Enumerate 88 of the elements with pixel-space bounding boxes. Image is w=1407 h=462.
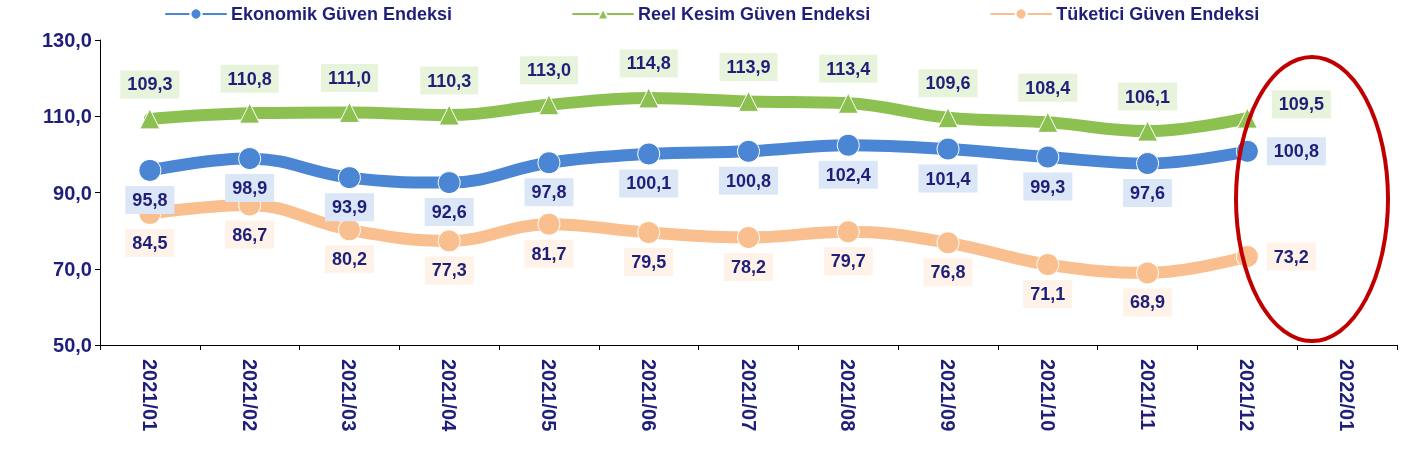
point bbox=[337, 166, 361, 190]
data-label: 78,2 bbox=[730, 256, 767, 277]
x-tick-label: 2021/07 bbox=[737, 359, 760, 432]
data-label: 113,4 bbox=[826, 58, 871, 79]
x-tick-label: 2021/05 bbox=[537, 359, 560, 432]
x-tick-label: 2021/10 bbox=[1036, 359, 1059, 432]
legend-label: Tüketici Güven Endeksi bbox=[1056, 4, 1260, 24]
data-label: 95,8 bbox=[132, 189, 168, 210]
data-label: 109,5 bbox=[1278, 94, 1324, 115]
point bbox=[537, 151, 561, 175]
y-tick-label: 70,0 bbox=[53, 257, 92, 280]
x-tick-label: 2021/12 bbox=[1236, 359, 1259, 432]
data-label: 93,9 bbox=[331, 197, 367, 218]
x-tick-label: 2021/03 bbox=[338, 359, 361, 432]
data-label: 79,5 bbox=[631, 252, 667, 273]
data-label: 97,6 bbox=[1130, 183, 1166, 204]
data-label: 98,9 bbox=[232, 178, 268, 199]
y-tick-label: 90,0 bbox=[53, 181, 92, 204]
data-label: 109,3 bbox=[127, 74, 173, 95]
data-label: 100,8 bbox=[1273, 141, 1319, 162]
point bbox=[937, 107, 959, 129]
x-tick-label: 2022/01 bbox=[1336, 359, 1359, 432]
data-label: 99,3 bbox=[1030, 176, 1066, 197]
point bbox=[239, 102, 261, 124]
point bbox=[1137, 120, 1159, 142]
data-label: 92,6 bbox=[431, 202, 467, 223]
data-label: 110,8 bbox=[227, 68, 272, 89]
point bbox=[438, 104, 460, 126]
y-tick-label: 130,0 bbox=[41, 29, 92, 51]
x-tick-label: 2021/04 bbox=[438, 359, 461, 433]
point bbox=[737, 225, 760, 249]
data-label: 109,6 bbox=[925, 73, 971, 94]
point bbox=[437, 229, 461, 253]
data-label: 108,4 bbox=[1025, 77, 1071, 98]
data-label: 113,0 bbox=[526, 60, 571, 81]
data-label: 114,8 bbox=[626, 53, 671, 74]
point bbox=[1136, 261, 1160, 285]
point bbox=[837, 92, 859, 114]
point bbox=[737, 139, 760, 163]
point bbox=[1036, 253, 1060, 277]
data-label: 73,2 bbox=[1273, 246, 1309, 267]
x-tick-label: 2021/02 bbox=[238, 359, 261, 432]
data-label: 77,3 bbox=[431, 260, 467, 281]
data-label: 84,5 bbox=[132, 232, 168, 253]
y-tick-label: 50,0 bbox=[53, 334, 92, 356]
point bbox=[437, 171, 461, 195]
x-tick-label: 2021/06 bbox=[637, 359, 660, 432]
data-label: 113,9 bbox=[726, 56, 771, 77]
data-label: 86,7 bbox=[232, 224, 268, 245]
x-tick-label: 2021/11 bbox=[1136, 359, 1159, 431]
legend-label: Reel Kesim Güven Endeksi bbox=[638, 4, 871, 24]
point bbox=[537, 212, 561, 236]
data-label: 79,7 bbox=[830, 251, 866, 272]
x-tick-label: 2021/09 bbox=[937, 359, 960, 432]
point bbox=[738, 90, 759, 112]
point bbox=[1136, 152, 1160, 176]
x-tick-label: 2021/08 bbox=[837, 359, 860, 432]
data-label: 80,2 bbox=[331, 249, 367, 270]
data-label: 100,1 bbox=[626, 173, 672, 194]
point bbox=[836, 220, 860, 244]
data-label: 100,8 bbox=[725, 170, 772, 191]
data-label: 111,0 bbox=[327, 67, 371, 88]
point bbox=[936, 231, 960, 255]
point bbox=[936, 137, 960, 161]
data-label: 102,4 bbox=[825, 164, 871, 185]
point bbox=[638, 87, 660, 109]
point bbox=[637, 221, 661, 245]
point bbox=[637, 142, 661, 166]
point bbox=[337, 218, 361, 242]
data-label: 71,1 bbox=[1030, 284, 1066, 305]
data-label: 76,8 bbox=[930, 262, 966, 283]
data-label: 97,8 bbox=[531, 182, 567, 203]
point bbox=[139, 108, 161, 130]
data-label: 106,1 bbox=[1125, 86, 1171, 107]
point bbox=[1036, 145, 1060, 169]
y-tick-label: 110,0 bbox=[43, 105, 92, 128]
data-label: 68,9 bbox=[1130, 292, 1166, 313]
point bbox=[538, 94, 560, 116]
data-label: 81,7 bbox=[531, 243, 567, 264]
point bbox=[338, 101, 360, 123]
legend-label: Ekonomik Güven Endeksi bbox=[231, 4, 453, 24]
data-label: 110,3 bbox=[427, 70, 472, 91]
point bbox=[138, 158, 162, 182]
point bbox=[1037, 111, 1059, 133]
point bbox=[238, 147, 262, 171]
data-label: 101,4 bbox=[925, 168, 971, 189]
x-tick-label: 2021/01 bbox=[138, 359, 161, 432]
point bbox=[836, 133, 860, 157]
